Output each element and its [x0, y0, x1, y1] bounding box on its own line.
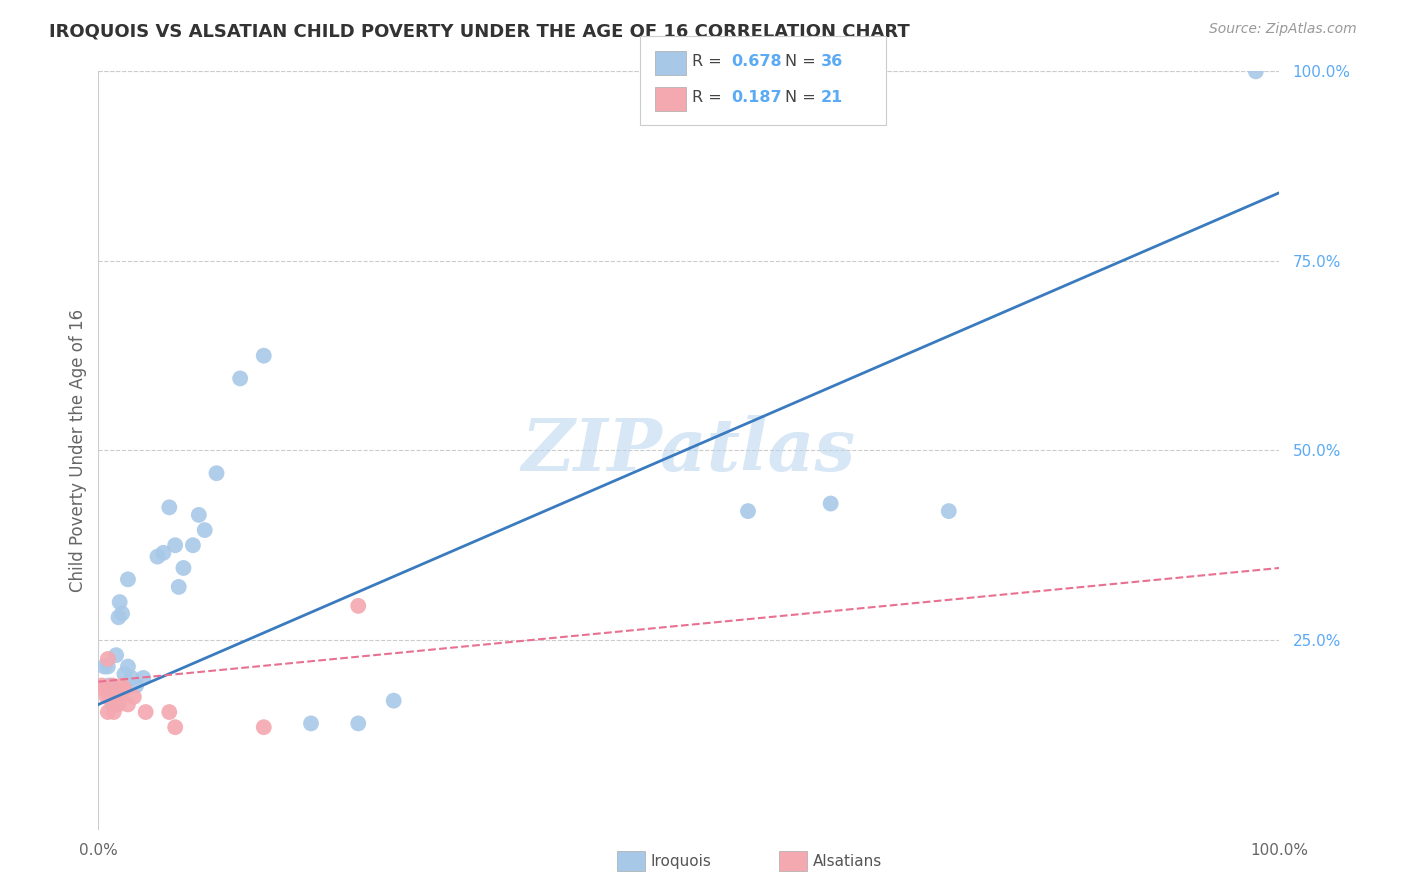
- Point: [97, 705, 120, 719]
- Point: [253, 349, 276, 363]
- Text: N =: N =: [785, 90, 821, 104]
- Text: R =: R =: [692, 90, 727, 104]
- Text: 36: 36: [821, 54, 844, 69]
- Point: [347, 716, 370, 731]
- Point: [117, 659, 139, 673]
- Point: [111, 678, 134, 692]
- Point: [112, 682, 135, 697]
- Point: [229, 371, 252, 385]
- Point: [194, 523, 217, 537]
- Point: [122, 690, 145, 704]
- Point: [97, 652, 120, 666]
- Point: [103, 705, 125, 719]
- Point: [132, 671, 155, 685]
- Point: [91, 678, 114, 692]
- Point: [107, 610, 129, 624]
- Text: IROQUOIS VS ALSATIAN CHILD POVERTY UNDER THE AGE OF 16 CORRELATION CHART: IROQUOIS VS ALSATIAN CHILD POVERTY UNDER…: [49, 22, 910, 40]
- Point: [181, 538, 204, 552]
- Point: [98, 678, 121, 692]
- Point: [121, 671, 143, 685]
- Point: [135, 705, 157, 719]
- Point: [1244, 64, 1267, 78]
- Point: [382, 694, 405, 708]
- Text: Iroquois: Iroquois: [651, 855, 711, 869]
- Y-axis label: Child Poverty Under the Age of 16: Child Poverty Under the Age of 16: [69, 309, 87, 592]
- Point: [93, 659, 115, 673]
- Text: ZIPatlas: ZIPatlas: [522, 415, 856, 486]
- Point: [105, 690, 128, 704]
- Point: [157, 705, 180, 719]
- Point: [165, 720, 187, 734]
- Point: [105, 690, 128, 704]
- Text: R =: R =: [692, 54, 727, 69]
- Point: [105, 648, 128, 662]
- Point: [167, 580, 190, 594]
- Point: [98, 686, 121, 700]
- Point: [117, 698, 139, 712]
- Text: Source: ZipAtlas.com: Source: ZipAtlas.com: [1209, 22, 1357, 37]
- Text: 21: 21: [821, 90, 844, 104]
- Point: [93, 682, 115, 697]
- Point: [103, 682, 125, 697]
- Point: [112, 667, 135, 681]
- Point: [157, 500, 180, 515]
- Point: [97, 659, 120, 673]
- Point: [117, 573, 139, 587]
- Point: [253, 720, 276, 734]
- Point: [299, 716, 322, 731]
- Point: [187, 508, 209, 522]
- Point: [111, 607, 134, 621]
- Point: [737, 504, 759, 518]
- Point: [938, 504, 960, 518]
- Point: [107, 698, 129, 712]
- Point: [101, 678, 124, 692]
- Point: [205, 467, 228, 481]
- Point: [98, 690, 121, 704]
- Point: [108, 690, 131, 704]
- Text: 0.678: 0.678: [731, 54, 782, 69]
- Point: [96, 690, 118, 704]
- Point: [172, 561, 194, 575]
- Text: Alsatians: Alsatians: [813, 855, 882, 869]
- Point: [820, 496, 842, 510]
- Text: N =: N =: [785, 54, 821, 69]
- Point: [146, 549, 169, 564]
- Point: [125, 678, 148, 692]
- Point: [165, 538, 187, 552]
- Point: [98, 682, 121, 697]
- Point: [101, 698, 124, 712]
- Text: 0.187: 0.187: [731, 90, 782, 104]
- Point: [152, 546, 174, 560]
- Point: [347, 599, 370, 613]
- Point: [108, 595, 131, 609]
